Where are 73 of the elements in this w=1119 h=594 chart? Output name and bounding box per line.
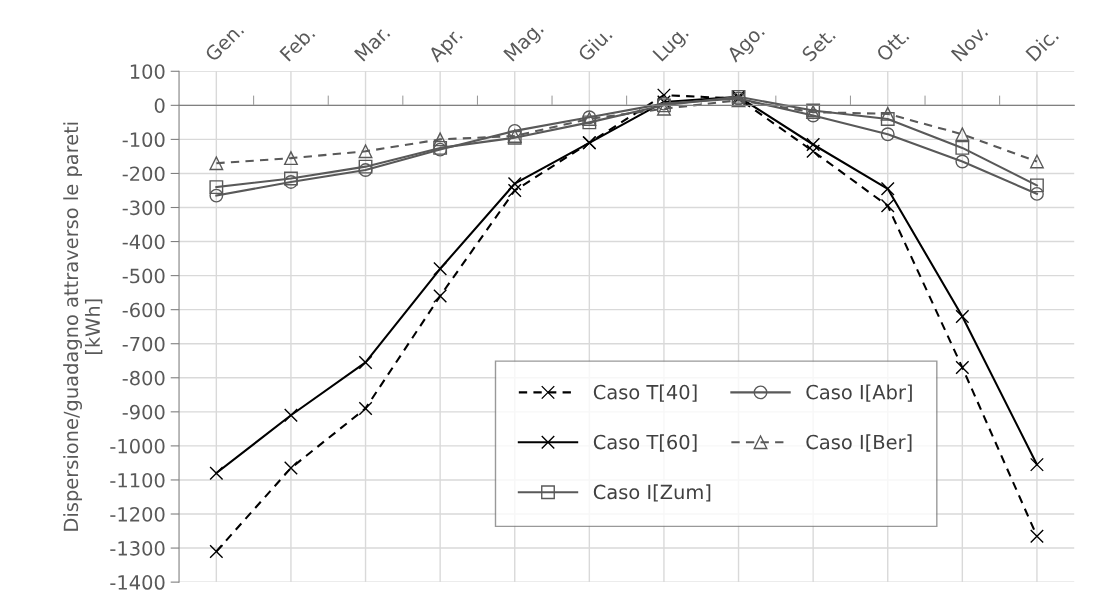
point	[358, 159, 373, 174]
point	[358, 401, 373, 416]
legend-label: Caso I[Abr]	[806, 384, 912, 402]
point	[1029, 457, 1044, 472]
x-tick-label: Lug.	[652, 25, 692, 65]
y-tick-label: 0	[154, 98, 165, 113]
point	[806, 144, 821, 159]
point	[656, 88, 671, 103]
y-tick-label: -1000	[110, 438, 165, 454]
y-tick-label: -400	[122, 234, 165, 250]
point	[209, 466, 224, 481]
point	[283, 151, 298, 166]
point	[955, 140, 970, 155]
y-tick-label: -500	[122, 268, 165, 284]
point	[507, 176, 522, 191]
point	[209, 180, 224, 195]
y-tick-label: -700	[122, 336, 165, 352]
point	[507, 123, 522, 138]
point	[955, 309, 970, 324]
point	[283, 461, 298, 475]
point	[955, 154, 970, 169]
y-tick-label: -100	[122, 132, 165, 148]
point	[880, 198, 895, 213]
x-tick-label: Giu.	[576, 26, 613, 63]
x-tick-label: Set.	[800, 27, 836, 63]
x-tick-label: Gen.	[204, 21, 245, 63]
x-tick-label: Feb.	[278, 25, 316, 62]
point	[433, 132, 448, 147]
x-tick-label: Apr.	[427, 27, 466, 66]
point	[433, 261, 448, 276]
point	[209, 156, 224, 171]
point	[358, 355, 373, 370]
point	[358, 144, 373, 159]
x-tick-label: Ott.	[875, 28, 910, 63]
point	[283, 408, 298, 423]
y-tick-label: -600	[122, 302, 165, 318]
point	[955, 360, 970, 375]
x-tick-label: Dic.	[1024, 27, 1060, 62]
x-tick-label: Nov.	[950, 24, 989, 62]
y-tick-label: -200	[122, 166, 165, 182]
point	[880, 106, 895, 121]
point	[209, 544, 224, 559]
point	[806, 137, 821, 152]
point	[507, 183, 522, 198]
y-tick-label: -1200	[110, 506, 165, 522]
point	[955, 127, 970, 142]
point	[283, 175, 298, 189]
y-tick-label: -1100	[110, 472, 165, 488]
y-tick-label: -1300	[110, 541, 165, 556]
point	[283, 171, 298, 186]
point	[1029, 154, 1044, 169]
point	[880, 112, 895, 126]
point	[209, 188, 224, 203]
legend-label: Caso T[60]	[593, 434, 697, 452]
y-tick-label: -900	[122, 404, 165, 420]
x-tick-label: Ago.	[725, 23, 768, 66]
legend-label: Caso I[Ber]	[806, 434, 912, 452]
point	[582, 115, 597, 130]
legend-label: Caso T[40]	[593, 384, 697, 402]
x-tick-label: Mar.	[354, 25, 391, 62]
point	[358, 163, 373, 177]
y-axis-title: Dispersione/guadagno attraverso le pareti [kWh]	[63, 122, 103, 531]
point	[1029, 186, 1044, 201]
point	[1029, 529, 1044, 544]
y-tick-label: -800	[122, 370, 165, 386]
legend-label: Caso I[Zum]	[593, 484, 711, 502]
point	[880, 181, 895, 196]
point	[1029, 178, 1044, 193]
y-tick-label: -300	[122, 200, 165, 216]
point	[880, 127, 895, 142]
y-tick-label: 100	[130, 64, 165, 79]
point	[433, 289, 448, 303]
y-tick-label: -1400	[110, 575, 165, 590]
